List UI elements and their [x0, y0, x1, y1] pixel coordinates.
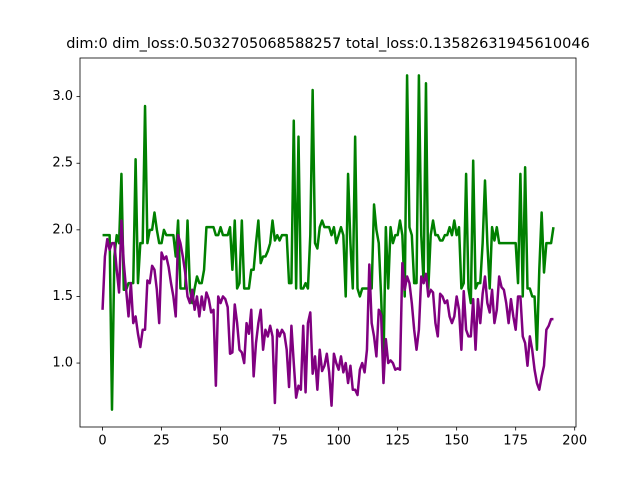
- x-tick-label: 25: [153, 434, 170, 449]
- x-tick-label: 50: [212, 434, 229, 449]
- y-tick-label: 1.5: [52, 289, 73, 304]
- x-tick-label: 75: [271, 434, 288, 449]
- chart-title: dim:0 dim_loss:0.5032705068588257 total_…: [66, 36, 590, 52]
- x-tick-label: 125: [385, 434, 410, 449]
- plot-frame: [79, 57, 577, 428]
- data-line: [101, 219, 554, 407]
- x-tick-label: 100: [326, 434, 351, 449]
- y-tick-label: 2.0: [52, 222, 73, 237]
- data-line: [102, 74, 555, 411]
- x-tick-label: 0: [98, 434, 106, 449]
- y-tick-label: 1.0: [52, 356, 73, 371]
- y-tick-label: 2.5: [52, 156, 73, 171]
- y-tick-label: 3.0: [52, 89, 73, 104]
- x-tick-label: 175: [503, 434, 528, 449]
- x-tick-label: 200: [562, 434, 587, 449]
- x-tick-label: 150: [444, 434, 469, 449]
